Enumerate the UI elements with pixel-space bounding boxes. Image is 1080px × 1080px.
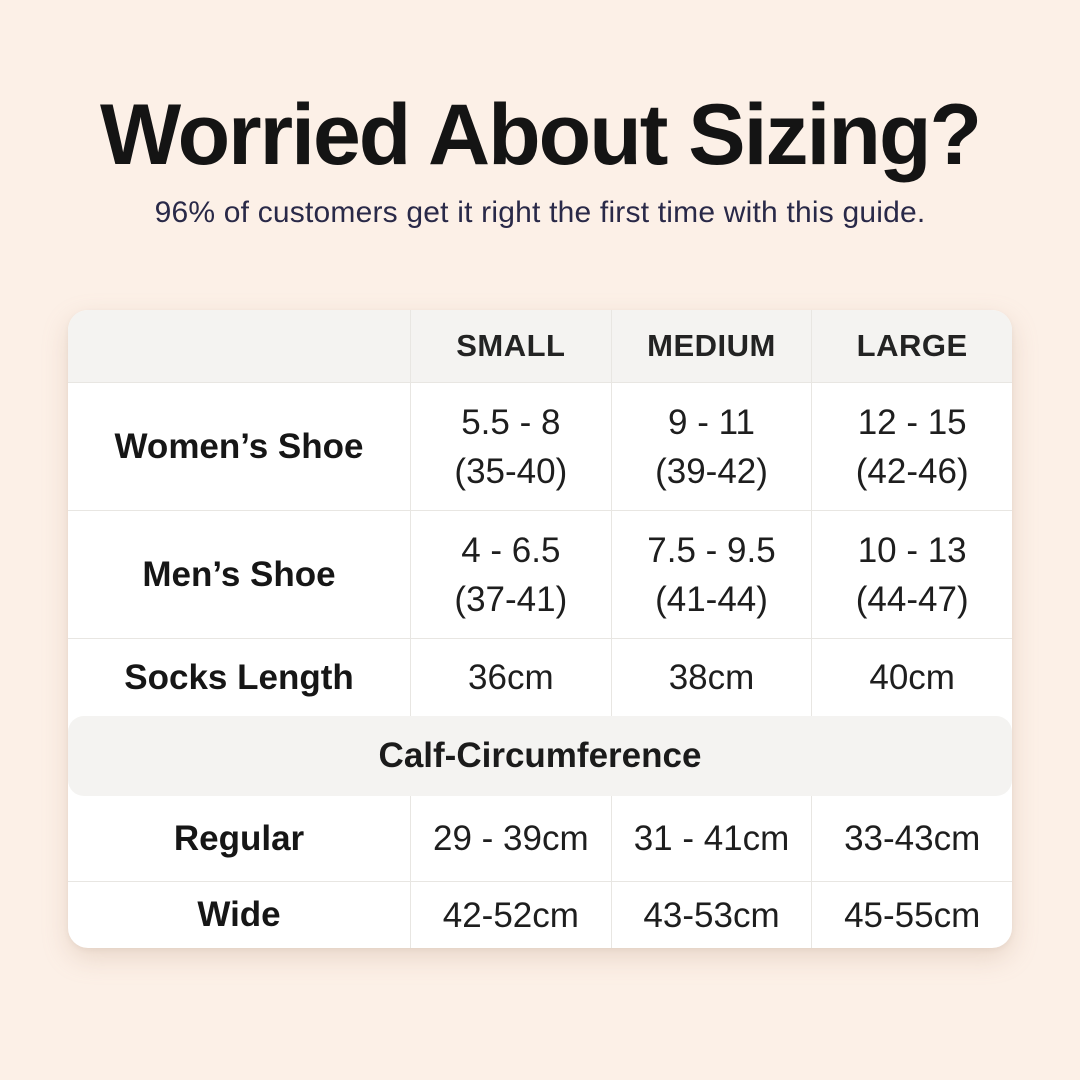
cell-small: 42-52cm <box>410 882 611 948</box>
row-label-text: Socks Length <box>124 657 354 697</box>
row-label: Men’s Shoe <box>68 511 410 638</box>
value-line: 10 - 13 <box>857 530 967 570</box>
value-line: 4 - 6.5 <box>461 530 561 570</box>
section-header-text: Calf-Circumference <box>378 736 702 775</box>
value-line: 38cm <box>668 658 755 697</box>
table-row-wide: Wide 42-52cm 43-53cm 45-55cm <box>68 881 1012 948</box>
value-line: (37-41) <box>454 579 568 619</box>
value-line: 31 - 41cm <box>633 819 790 858</box>
cell-small: 36cm <box>410 639 611 716</box>
column-header-large: LARGE <box>811 310 1012 382</box>
row-label-text: Women’s Shoe <box>114 426 364 466</box>
value-line: 45-55cm <box>844 895 981 935</box>
value-line: 43-53cm <box>643 895 780 935</box>
cell-medium: 38cm <box>610 639 812 716</box>
cell-large: 10 - 13 (44-47) <box>811 511 1012 638</box>
value-line: 7.5 - 9.5 <box>647 530 776 570</box>
row-label: Socks Length <box>68 639 410 716</box>
value-line: 9 - 11 <box>668 402 755 442</box>
row-label: Wide <box>68 882 410 948</box>
cell-large: 12 - 15 (42-46) <box>811 383 1012 510</box>
cell-medium: 9 - 11 (39-42) <box>610 383 812 510</box>
value-line: 42-52cm <box>442 895 579 935</box>
cell-medium: 31 - 41cm <box>610 796 812 881</box>
cell-medium: 7.5 - 9.5 (41-44) <box>610 511 812 638</box>
value-line: 40cm <box>869 658 955 697</box>
row-label: Women’s Shoe <box>68 383 410 510</box>
value-line: (39-42) <box>655 451 768 491</box>
table-row-socks-length: Socks Length 36cm 38cm 40cm <box>68 638 1012 716</box>
cell-medium: 43-53cm <box>610 882 812 948</box>
table-row-regular: Regular 29 - 39cm 31 - 41cm 33-43cm <box>68 796 1012 881</box>
value-line: 33-43cm <box>844 819 981 858</box>
row-label-text: Wide <box>197 895 281 934</box>
page-title: Worried About Sizing? <box>99 87 982 183</box>
table-header-row: SMALL MEDIUM LARGE <box>68 310 1012 382</box>
value-line: (41-44) <box>655 579 768 619</box>
column-header-blank <box>68 310 410 382</box>
value-line: 5.5 - 8 <box>461 402 561 442</box>
cell-small: 5.5 - 8 (35-40) <box>410 383 611 510</box>
page-subtitle: 96% of customers get it right the first … <box>154 196 926 229</box>
value-line: (35-40) <box>454 451 568 491</box>
value-line: 12 - 15 <box>857 402 967 442</box>
value-line: 29 - 39cm <box>433 819 589 858</box>
section-header-calf-circumference: Calf-Circumference <box>68 716 1012 796</box>
row-label: Regular <box>68 796 410 881</box>
value-line: 36cm <box>468 658 554 697</box>
column-header-small: SMALL <box>410 310 611 382</box>
row-label-text: Regular <box>173 818 305 858</box>
cell-small: 29 - 39cm <box>410 796 611 881</box>
value-line: (42-46) <box>855 451 969 491</box>
table-row-womens-shoe: Women’s Shoe 5.5 - 8 (35-40) 9 - 11 (39-… <box>68 382 1012 510</box>
column-header-medium: MEDIUM <box>610 310 812 382</box>
size-chart-table: SMALL MEDIUM LARGE Women’s Shoe 5.5 - 8 … <box>68 310 1012 948</box>
cell-large: 40cm <box>811 639 1012 716</box>
cell-large: 45-55cm <box>811 882 1012 948</box>
value-line: (44-47) <box>855 579 969 619</box>
cell-large: 33-43cm <box>811 796 1012 881</box>
cell-small: 4 - 6.5 (37-41) <box>410 511 611 638</box>
row-label-text: Men’s Shoe <box>142 554 336 594</box>
table-row-mens-shoe: Men’s Shoe 4 - 6.5 (37-41) 7.5 - 9.5 (41… <box>68 510 1012 638</box>
